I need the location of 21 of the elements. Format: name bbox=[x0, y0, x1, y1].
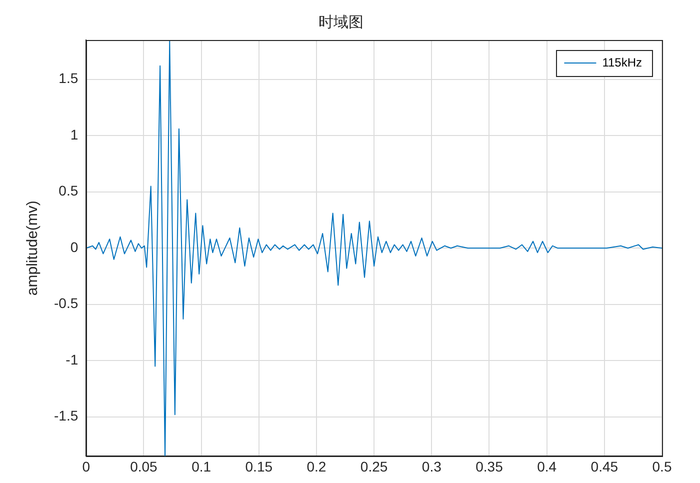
y-tick-label: -1 bbox=[66, 351, 78, 368]
y-axis-title: amplitude(mv) bbox=[24, 200, 42, 296]
y-tick-label: 0.5 bbox=[58, 182, 78, 199]
x-tick-label: 0.15 bbox=[245, 458, 273, 474]
x-tick-label: 0.35 bbox=[476, 458, 504, 474]
x-tick-label: 0.05 bbox=[130, 458, 158, 474]
legend-label: 115kHz bbox=[602, 55, 642, 70]
x-tick-label: 0.3 bbox=[422, 458, 442, 474]
x-tick-label: 0.4 bbox=[537, 458, 557, 474]
y-tick-label: 0 bbox=[70, 238, 78, 255]
x-tick-label: 0 bbox=[82, 458, 90, 474]
x-tick-label: 0.1 bbox=[192, 458, 212, 474]
x-tick-label: 0.2 bbox=[306, 458, 326, 474]
x-tick-label: 0.5 bbox=[652, 458, 672, 474]
y-tick-label: 1.5 bbox=[58, 70, 78, 86]
y-tick-label: 1 bbox=[70, 126, 78, 142]
x-tick-label: 0.25 bbox=[360, 458, 388, 474]
x-tick-label: 0.45 bbox=[590, 458, 618, 474]
y-tick-label: -0.5 bbox=[54, 295, 78, 312]
y-tick-label: -1.5 bbox=[54, 408, 78, 424]
chart-title: 时域图 bbox=[318, 12, 364, 31]
